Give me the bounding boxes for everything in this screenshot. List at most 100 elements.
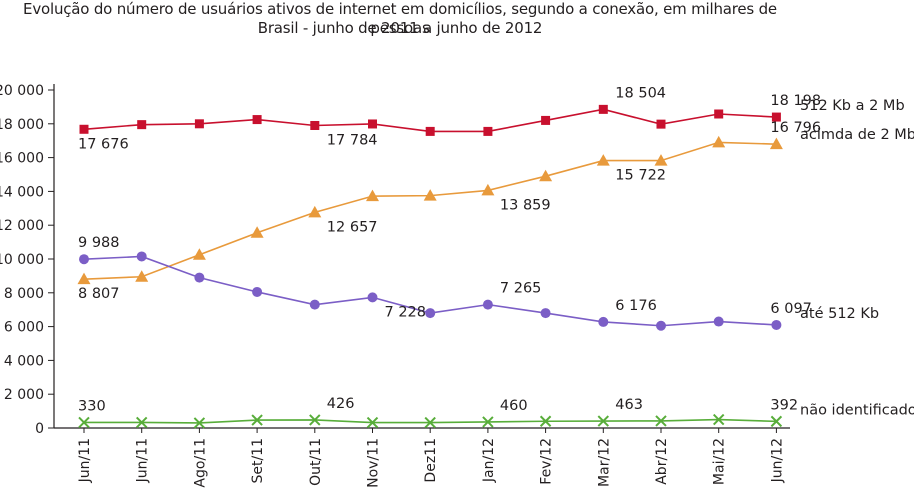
x-tick-label: Jun/11 [77, 438, 93, 483]
data-point-x [251, 414, 263, 426]
data-point-circle [425, 308, 436, 319]
data-point-triangle [654, 154, 668, 166]
data-label: 330 [78, 398, 106, 414]
data-point-circle [252, 286, 263, 297]
labels-layer: 17 676 17 784 18 504 18 198 12 657 13 859 15 7… [78, 85, 821, 414]
data-label: 426 [327, 396, 355, 412]
data-point-triangle [539, 169, 553, 182]
data-point-triangle [712, 135, 726, 148]
x-tick-label: Mar/12 [596, 438, 612, 487]
data-label: 18 198 [770, 93, 821, 109]
data-label: 17 784 [327, 132, 378, 148]
data-label: 13 859 [500, 197, 551, 213]
x-tick-label: Jun/11 [135, 438, 151, 483]
data-point-x [770, 415, 783, 428]
data-point-triangle [192, 248, 206, 260]
x-tick-label: Dez11 [423, 438, 439, 483]
data-point-circle [656, 320, 666, 331]
x-tick-label: Ago/11 [192, 438, 208, 488]
data-point-triangle [769, 137, 783, 150]
data-point-circle [136, 251, 147, 262]
series-1: acimda de 2 Mb [77, 127, 914, 285]
x-tick-label: Mai/12 [712, 438, 728, 485]
series-line [83, 141, 777, 280]
data-point-square [425, 126, 435, 136]
data-point-square [771, 112, 781, 122]
data-point-x [366, 416, 379, 429]
data-point-x [424, 416, 436, 429]
series-3: não identificado [78, 402, 914, 429]
x-tick-label: Fev/12 [539, 438, 555, 485]
data-label: 8 807 [78, 286, 120, 302]
data-point-square [483, 126, 493, 136]
y-tick-label: 16 000 [0, 151, 44, 167]
data-point-triangle [366, 189, 379, 202]
data-point-square [368, 119, 377, 129]
y-tick-label: 18 000 [0, 117, 44, 133]
data-point-square [656, 119, 666, 129]
data-point-triangle [596, 154, 610, 166]
series-layer: 512 Kb a 2 Mb acimda de 2 Mb até 512 Kb não… [77, 98, 914, 429]
y-tick-label: 12 000 [0, 218, 44, 234]
series-name-label: 512 Kb a 2 Mb [800, 98, 905, 114]
series-name-label: não identificado [800, 402, 914, 418]
x-tick-label: Jun/12 [769, 438, 785, 483]
data-label: 12 657 [327, 219, 378, 235]
data-point-circle [309, 299, 320, 310]
data-label: 7 228 [385, 304, 427, 320]
data-point-square [310, 120, 320, 130]
data-point-x [655, 415, 667, 427]
y-tick-label: 8 000 [4, 286, 44, 302]
axes: 0 2 000 4 000 6 000 8 000 10 000 12 000 14 000 1… [0, 83, 790, 488]
y-tick-label: 0 [35, 421, 44, 437]
data-point-x [712, 413, 725, 426]
data-point-x [482, 416, 494, 428]
data-point-triangle [135, 270, 149, 282]
x-tick-label: Nov/11 [366, 438, 382, 488]
series-name-label: acimda de 2 Mb [800, 127, 914, 143]
data-label: 6 176 [615, 298, 657, 314]
data-label: 16 796 [770, 120, 821, 136]
data-point-x [309, 414, 321, 426]
data-label: 460 [500, 398, 528, 414]
x-tick-label: Abr/12 [654, 438, 670, 485]
data-point-square [194, 119, 204, 129]
data-label: 392 [770, 397, 798, 413]
series-2: até 512 Kb [79, 251, 879, 331]
y-tick-label: 2 000 [4, 387, 44, 403]
data-label: 17 676 [78, 136, 129, 152]
chart-title: Evolução do número de usuários ativos de… [23, 0, 777, 37]
data-point-triangle [481, 183, 495, 196]
x-tick-label: Jan/12 [481, 438, 497, 483]
data-point-triangle [77, 272, 91, 285]
y-tick-label: 4 000 [4, 353, 44, 369]
data-point-circle [367, 292, 378, 303]
data-point-square [598, 104, 608, 114]
data-label: 9 988 [78, 235, 120, 251]
data-point-triangle [250, 226, 264, 238]
data-point-square [79, 124, 89, 134]
data-label: 18 504 [615, 85, 666, 101]
data-label: 463 [615, 397, 643, 413]
data-point-circle [598, 316, 609, 327]
y-tick-label: 6 000 [4, 320, 44, 336]
data-point-square [252, 115, 262, 125]
chart-subtitle: Brasil - junho de 2011 a junho de 2012 [257, 19, 543, 37]
data-point-circle [540, 308, 551, 319]
data-point-circle [79, 254, 89, 265]
data-point-circle [194, 272, 205, 283]
data-label: 15 722 [615, 168, 666, 184]
data-point-triangle [423, 189, 437, 201]
data-label: 7 265 [500, 281, 542, 297]
y-tick-label: 20 000 [0, 83, 44, 99]
x-tick-label: Set/11 [250, 438, 266, 484]
data-point-square [714, 109, 724, 119]
data-point-x [135, 416, 148, 429]
data-point-x [597, 415, 610, 427]
data-point-circle [482, 299, 493, 310]
data-point-x [539, 415, 552, 427]
data-point-x [78, 416, 90, 429]
data-point-circle [771, 319, 782, 330]
series-0: 512 Kb a 2 Mb [79, 98, 905, 136]
data-label: 6 097 [770, 301, 812, 317]
